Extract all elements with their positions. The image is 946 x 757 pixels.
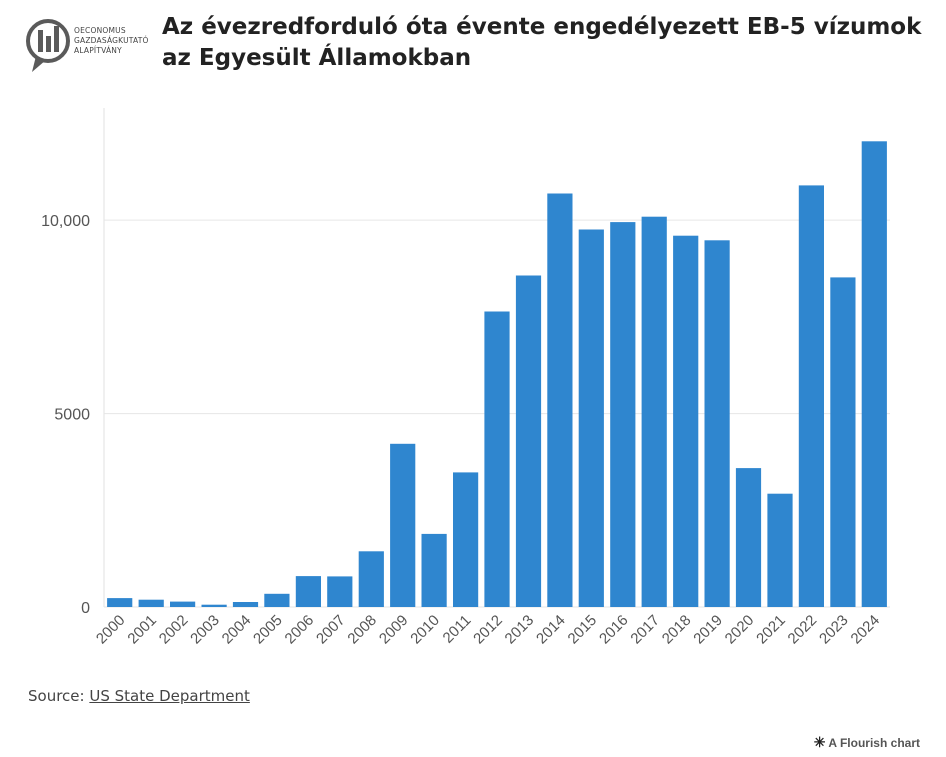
bar-2019[interactable] bbox=[704, 240, 730, 608]
y-tick-label: 5000 bbox=[54, 407, 90, 424]
bar-2024[interactable] bbox=[861, 141, 887, 608]
x-tick-label: 2011 bbox=[440, 612, 475, 647]
bar-2022[interactable] bbox=[798, 185, 824, 607]
flourish-credit[interactable]: ✳ A Flourish chart bbox=[814, 734, 920, 751]
bar-2012[interactable] bbox=[484, 311, 510, 608]
bar-2023[interactable] bbox=[830, 277, 856, 607]
bar-2003[interactable] bbox=[201, 604, 227, 607]
bar-2007[interactable] bbox=[327, 576, 353, 607]
x-tick-label: 2023 bbox=[816, 612, 852, 648]
bar-2001[interactable] bbox=[138, 599, 164, 607]
bar-2002[interactable] bbox=[170, 601, 196, 607]
x-tick-label: 2018 bbox=[659, 612, 695, 648]
x-tick-label: 2022 bbox=[785, 612, 821, 648]
x-tick-label: 2013 bbox=[502, 612, 538, 648]
source-link[interactable]: US State Department bbox=[89, 687, 250, 705]
x-tick-label: 2020 bbox=[722, 612, 758, 648]
x-tick-label: 2017 bbox=[627, 612, 663, 648]
chart-title: Az évezredforduló óta évente engedélyeze… bbox=[162, 14, 922, 71]
bar-2020[interactable] bbox=[735, 468, 762, 607]
x-tick-label: 2014 bbox=[533, 612, 569, 648]
y-tick-label: 0 bbox=[81, 600, 90, 617]
bar-2010[interactable] bbox=[421, 533, 447, 607]
bar-2014[interactable] bbox=[547, 193, 573, 608]
x-tick-label: 2008 bbox=[344, 612, 380, 648]
x-tick-label: 2024 bbox=[848, 612, 884, 648]
bar-2021[interactable] bbox=[767, 493, 793, 607]
bar-2008[interactable] bbox=[358, 551, 384, 607]
x-tick-label: 2005 bbox=[250, 612, 286, 648]
source-note: Source: US State Department bbox=[28, 687, 250, 705]
x-tick-label: 2002 bbox=[156, 612, 192, 648]
oeconomus-logo: OECONOMUS GAZDASÁGKUTATÓ ALAPÍTVÁNY bbox=[26, 14, 156, 76]
x-tick-label: 2000 bbox=[93, 612, 129, 648]
bar-2017[interactable] bbox=[641, 216, 667, 607]
bar-2009[interactable] bbox=[390, 443, 416, 607]
x-tick-label: 2001 bbox=[124, 612, 160, 648]
bar-2004[interactable] bbox=[232, 602, 259, 607]
x-tick-label: 2019 bbox=[690, 612, 726, 648]
x-axis-ticks: 2000200120022003200420052006200720082009… bbox=[93, 612, 883, 648]
logo-text: OECONOMUS GAZDASÁGKUTATÓ ALAPÍTVÁNY bbox=[74, 26, 149, 56]
x-tick-label: 2021 bbox=[753, 612, 789, 648]
x-tick-label: 2004 bbox=[219, 612, 255, 648]
logo-mark-icon bbox=[26, 19, 70, 72]
x-tick-label: 2007 bbox=[313, 612, 349, 648]
x-tick-label: 2009 bbox=[376, 612, 412, 648]
x-tick-label: 2010 bbox=[407, 612, 443, 648]
x-tick-label: 2016 bbox=[596, 612, 632, 648]
x-tick-label: 2003 bbox=[187, 612, 223, 648]
bar-2005[interactable] bbox=[264, 593, 290, 607]
logo-line-3: ALAPÍTVÁNY bbox=[74, 46, 122, 55]
bar-2011[interactable] bbox=[453, 472, 479, 607]
logo-line-1: OECONOMUS bbox=[74, 26, 126, 35]
bar-2015[interactable] bbox=[578, 229, 604, 608]
bar-2018[interactable] bbox=[673, 235, 699, 607]
bars bbox=[107, 141, 887, 608]
flourish-star-icon: ✳ bbox=[813, 734, 826, 750]
x-tick-label: 2006 bbox=[282, 612, 318, 648]
bar-2013[interactable] bbox=[515, 275, 542, 608]
flourish-credit-label: A Flourish chart bbox=[828, 736, 920, 750]
source-prefix: Source: bbox=[28, 687, 90, 705]
bar-2006[interactable] bbox=[295, 576, 321, 607]
bar-2016[interactable] bbox=[610, 222, 636, 607]
y-axis-ticks: 0 5000 10,000 bbox=[41, 213, 90, 617]
y-tick-label: 10,000 bbox=[41, 213, 90, 230]
logo-line-2: GAZDASÁGKUTATÓ bbox=[74, 36, 149, 45]
x-tick-label: 2012 bbox=[470, 612, 506, 648]
x-tick-label: 2015 bbox=[565, 612, 601, 648]
bar-2000[interactable] bbox=[107, 598, 133, 607]
